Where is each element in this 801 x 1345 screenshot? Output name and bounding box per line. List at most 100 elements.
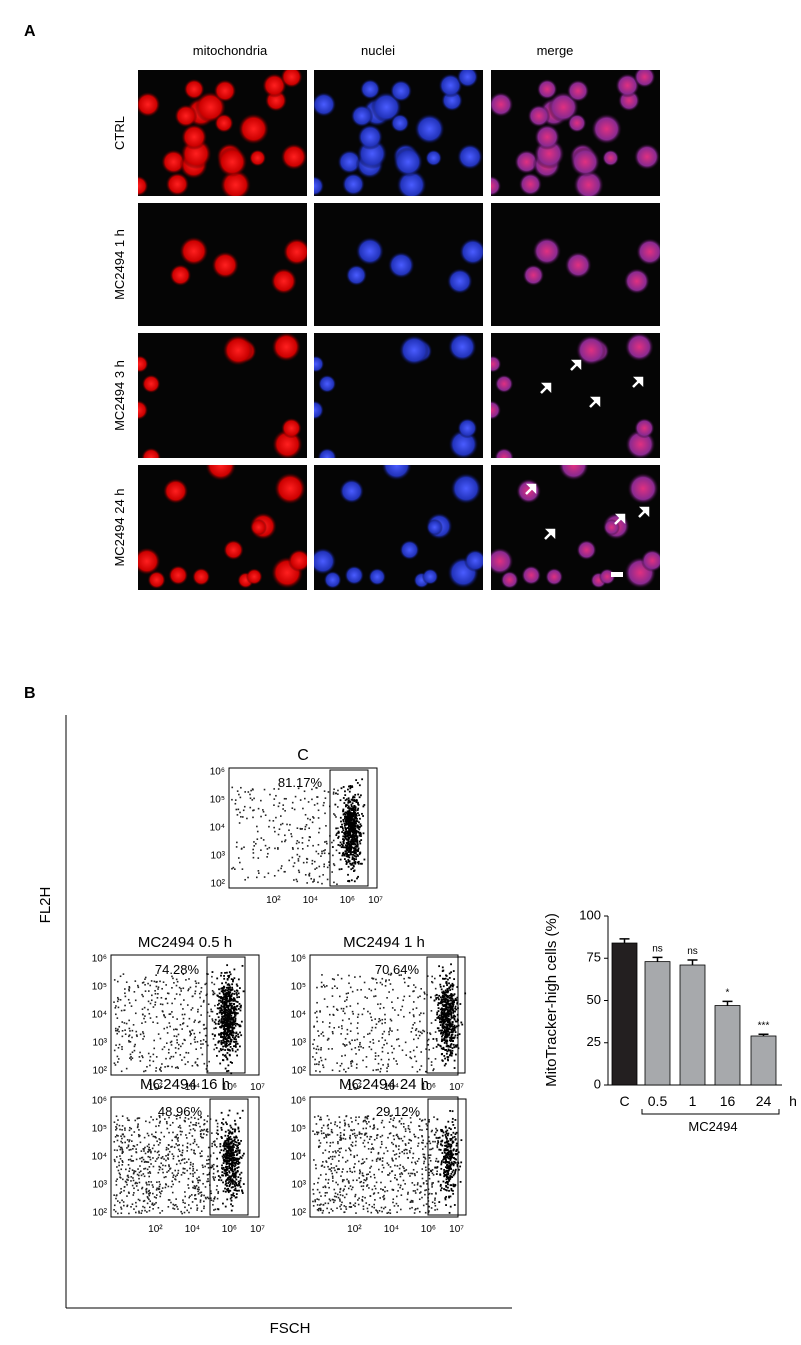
event <box>452 983 454 985</box>
event <box>160 1067 162 1069</box>
event <box>362 1196 364 1198</box>
cell <box>271 268 297 294</box>
event <box>258 870 260 872</box>
event <box>341 1008 343 1010</box>
event <box>253 845 255 847</box>
event <box>211 1143 213 1145</box>
event <box>317 1046 319 1048</box>
event <box>179 994 181 996</box>
event <box>356 820 358 822</box>
event <box>428 1174 430 1176</box>
micrograph <box>304 66 483 200</box>
event <box>132 1203 134 1205</box>
event <box>428 1121 430 1123</box>
event <box>420 1031 422 1033</box>
cell <box>570 147 600 177</box>
event <box>386 1067 388 1069</box>
event <box>381 1122 383 1124</box>
event <box>336 1125 338 1127</box>
event <box>402 1166 404 1168</box>
event <box>387 1150 389 1152</box>
event <box>351 1206 353 1208</box>
event <box>131 1037 133 1039</box>
event <box>234 1038 236 1040</box>
event <box>348 799 350 801</box>
event <box>159 1122 161 1124</box>
event <box>384 1022 386 1024</box>
event <box>323 866 325 868</box>
event <box>129 1127 131 1129</box>
event <box>355 1202 357 1204</box>
event <box>312 1056 314 1058</box>
plot-y-tick-label: 10⁶ <box>92 954 107 965</box>
event <box>167 992 169 994</box>
event <box>201 1210 203 1212</box>
event <box>363 1182 365 1184</box>
event <box>202 1183 204 1185</box>
event <box>199 997 201 999</box>
event <box>440 1030 442 1032</box>
event <box>194 1041 196 1043</box>
event <box>429 1178 431 1180</box>
event <box>308 827 310 829</box>
event <box>313 1205 315 1207</box>
event <box>443 1010 445 1012</box>
event <box>236 996 238 998</box>
event <box>436 1038 438 1040</box>
event <box>321 974 323 976</box>
event <box>457 1164 459 1166</box>
event <box>165 998 167 1000</box>
event <box>156 1188 158 1190</box>
cell <box>128 176 149 197</box>
event <box>149 985 151 987</box>
event <box>237 1043 239 1045</box>
event <box>318 1132 320 1134</box>
event <box>230 1021 232 1023</box>
event <box>391 1052 393 1054</box>
event <box>177 1138 179 1140</box>
plot-y-tick-label: 10⁴ <box>92 1009 107 1020</box>
event <box>422 1140 424 1142</box>
event <box>222 1203 224 1205</box>
event <box>227 1020 229 1022</box>
event <box>175 1047 177 1049</box>
event <box>227 1018 229 1020</box>
event <box>168 1186 170 1188</box>
event <box>438 1007 440 1009</box>
event <box>355 1145 357 1147</box>
event <box>150 1163 152 1165</box>
event <box>346 848 348 850</box>
event <box>409 1057 411 1059</box>
event <box>362 1189 364 1191</box>
event <box>238 1130 240 1132</box>
event <box>368 1121 370 1123</box>
event <box>340 1148 342 1150</box>
event <box>441 1032 443 1034</box>
event <box>451 1038 453 1040</box>
event <box>239 1003 241 1005</box>
event <box>236 1141 238 1143</box>
event <box>233 1136 235 1138</box>
event <box>202 1166 204 1168</box>
event <box>346 845 348 847</box>
event <box>197 1041 199 1043</box>
event <box>413 1016 415 1018</box>
event <box>143 1168 145 1170</box>
event <box>440 1022 442 1024</box>
event <box>156 1181 158 1183</box>
event <box>345 1150 347 1152</box>
event <box>213 1168 215 1170</box>
event <box>376 982 378 984</box>
event <box>161 1063 163 1065</box>
event <box>387 1137 389 1139</box>
event <box>250 797 252 799</box>
event <box>228 975 230 977</box>
event <box>452 986 454 988</box>
event <box>446 1053 448 1055</box>
event <box>217 1126 219 1128</box>
event <box>441 1130 443 1132</box>
event <box>301 828 303 830</box>
event <box>265 845 267 847</box>
event <box>229 1110 231 1112</box>
event <box>353 847 355 849</box>
